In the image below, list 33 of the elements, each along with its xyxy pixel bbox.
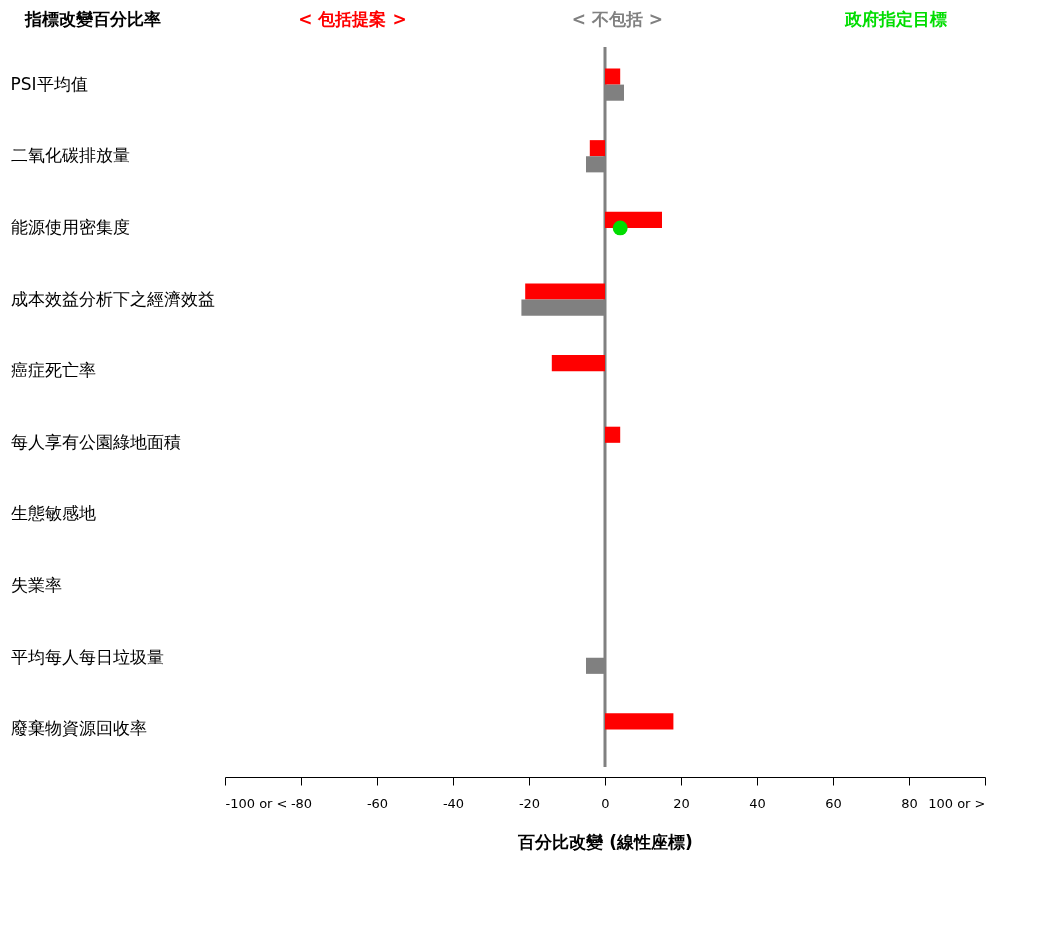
bar <box>605 426 621 443</box>
x-tick-label: 60 <box>825 795 842 811</box>
x-tick-label: 100 or > <box>928 795 986 811</box>
y-tick-label: 能源使用密集度 <box>10 216 130 237</box>
text: < 不包括 > <box>571 9 663 29</box>
x-tick-label: 80 <box>901 795 918 811</box>
x-tick-label: -80 <box>290 795 313 811</box>
y-tick-label: 廢棄物資源回收率 <box>10 718 147 739</box>
x-tick-label: -60 <box>366 795 389 811</box>
y-tick-label: 失業率 <box>10 575 62 596</box>
y-tick-label: 癌症死亡率 <box>10 360 96 381</box>
y-tick-label: 二氧化碳排放量 <box>10 145 130 166</box>
bar <box>605 211 662 228</box>
x-tick-label: -20 <box>518 795 541 811</box>
x-tick-label: 0 <box>601 795 610 811</box>
y-tick-label: PSI平均值 <box>10 73 88 94</box>
bar <box>605 713 674 730</box>
y-tick-label: 平均每人每日垃圾量 <box>10 646 164 667</box>
y-tick-label: 成本效益分析下之經濟效益 <box>10 288 215 309</box>
y-tick-label: 生態敏感地 <box>10 503 96 524</box>
bar <box>551 355 605 372</box>
bar <box>589 140 605 157</box>
bar <box>605 68 621 85</box>
bar <box>525 283 605 300</box>
text: < 包括提案 > <box>298 9 407 29</box>
y-tick-label: 每人享有公園綠地面積 <box>10 431 181 452</box>
x-tick-label: -40 <box>442 795 465 811</box>
x-tick-label: -100 or < <box>225 795 288 811</box>
chart-title: 指標改變百分比率 <box>24 9 161 29</box>
x-axis-title: 百分比改變 (線性座標) <box>517 831 693 852</box>
x-tick-label: 40 <box>749 795 766 811</box>
text: 政府指定目標 <box>844 9 947 29</box>
x-tick-label: 20 <box>673 795 690 811</box>
